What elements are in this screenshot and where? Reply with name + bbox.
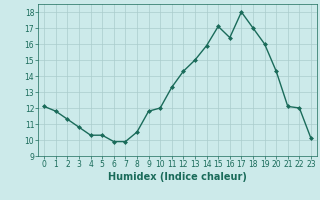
X-axis label: Humidex (Indice chaleur): Humidex (Indice chaleur): [108, 172, 247, 182]
